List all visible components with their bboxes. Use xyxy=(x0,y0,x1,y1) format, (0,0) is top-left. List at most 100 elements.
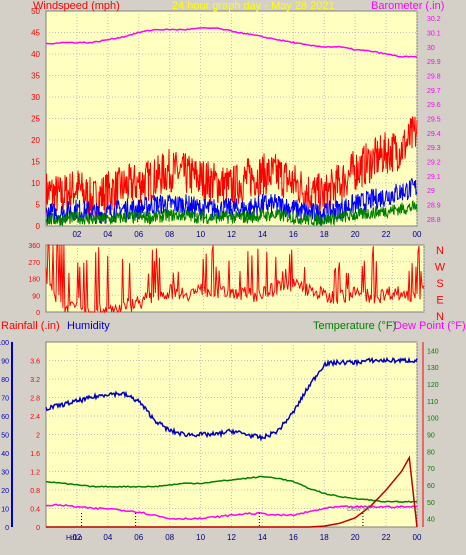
temp-x-tick-label: 16 xyxy=(289,533,298,542)
humidity-tick-label: 70 xyxy=(1,396,9,403)
humidity-tick-label: 90 xyxy=(1,359,9,366)
humidity-series xyxy=(45,356,418,442)
humidity-tick-label: 20 xyxy=(1,488,9,495)
rainfall-tick-label: 3.2 xyxy=(30,377,40,384)
wind-x-tick-label: 06 xyxy=(134,230,143,239)
windspeed-axis-title: Windspeed (mph) xyxy=(33,0,120,12)
rainfall-series xyxy=(46,455,418,528)
temp-x-tick-label: 08 xyxy=(165,533,174,542)
humidity-tick-label: 50 xyxy=(1,433,9,440)
temperature-tick-label: 100 xyxy=(427,416,439,423)
marker-label: Dew Pt xyxy=(347,506,370,513)
windspeed-tick-label: 40 xyxy=(31,50,40,59)
windspeed-tick-label: 15 xyxy=(31,158,40,167)
temperature-tick-label: 110 xyxy=(427,399,438,406)
windspeed-tick-label: 25 xyxy=(31,115,40,124)
wind-x-tick-label: 00 xyxy=(413,230,422,239)
windspeed-tick-label: 20 xyxy=(31,136,40,145)
temperature-tick-label: 50 xyxy=(427,500,435,507)
temperature-tick-label: 70 xyxy=(427,466,435,473)
temperature-tick-label: 140 xyxy=(427,348,439,355)
windspeed-tick-label: 0 xyxy=(36,222,41,231)
rainfall-tick-label: 1.2 xyxy=(30,470,40,477)
wind-x-tick-label: 18 xyxy=(320,230,329,239)
wind-average-series xyxy=(45,200,418,227)
barometer-axis-title: Barometer (.in) xyxy=(371,0,445,12)
temp-x-tick-label: 22 xyxy=(382,533,391,542)
barometer-tick-label: 29.9 xyxy=(427,59,441,66)
temp-x-tick-label: 06 xyxy=(134,533,143,542)
wind-x-tick-label: 12 xyxy=(227,230,236,239)
barometer-tick-label: 29.2 xyxy=(427,160,441,167)
humidity-tick-label: 100 xyxy=(0,340,9,347)
barometer-tick-label: 29.7 xyxy=(427,88,441,95)
rainfall-tick-label: 0 xyxy=(36,525,40,532)
temp-x-tick-label: 18 xyxy=(320,533,329,542)
wind-x-tick-label: 10 xyxy=(196,230,205,239)
rainfall-tick-label: 0.8 xyxy=(30,488,40,495)
wind-gust-series xyxy=(45,116,418,219)
temperature-tick-label: 80 xyxy=(427,449,435,456)
temp-x-tick-label: 14 xyxy=(258,533,267,542)
humidity-tick-label: 40 xyxy=(1,451,9,458)
barometer-tick-label: 30.1 xyxy=(427,31,441,38)
wind-x-tick-label: 02 xyxy=(72,230,81,239)
windspeed-tick-label: 45 xyxy=(31,29,40,38)
humidity-tick-label: 30 xyxy=(1,470,9,477)
rainfall-tick-label: 2.4 xyxy=(30,414,40,421)
rainfall-tick-label: 0.4 xyxy=(30,507,40,514)
barometer-tick-label: 29.3 xyxy=(427,145,441,152)
temperature-tick-label: 60 xyxy=(427,483,435,490)
rainfall-tick-label: 1.6 xyxy=(30,451,40,458)
wind-direction-series xyxy=(45,244,425,314)
barometer-tick-label: 30 xyxy=(427,45,435,52)
graph-title: 24 hour graph day - May 28 2021 xyxy=(172,0,335,12)
dewpoint-series xyxy=(45,503,418,521)
compass-label: W xyxy=(435,262,446,274)
temperature-tick-label: 90 xyxy=(427,433,435,440)
wind-x-tick-label: 22 xyxy=(382,230,391,239)
wind-x-tick-label: 14 xyxy=(258,230,267,239)
wind-x-tick-label: 20 xyxy=(351,230,360,239)
barometer-tick-label: 29.6 xyxy=(427,102,441,109)
wind-x-tick-label: 04 xyxy=(103,230,112,239)
barometer-tick-label: 28.8 xyxy=(427,217,441,224)
direction-tick-label: 180 xyxy=(28,277,40,284)
windspeed-tick-label: 30 xyxy=(31,93,40,102)
humidity-tick-label: 80 xyxy=(1,377,9,384)
rainfall-axis-title: Rainfall (.in) xyxy=(1,320,60,332)
wind-x-tick-label: 16 xyxy=(289,230,298,239)
windspeed-tick-label: 5 xyxy=(36,201,41,210)
temperature-tick-label: 120 xyxy=(427,382,439,389)
humidity-tick-label: 60 xyxy=(1,414,9,421)
barometer-tick-label: 28.9 xyxy=(427,203,441,210)
temperature-tick-label: 40 xyxy=(427,517,435,524)
rainfall-tick-label: 2.8 xyxy=(30,396,40,403)
marker-label: Hi/Lo xyxy=(66,535,82,542)
compass-label: E xyxy=(436,295,443,307)
barometer-tick-label: 29 xyxy=(427,188,435,195)
temperature-axis-title: Temperature (°F) xyxy=(313,320,396,332)
wind-speed-series xyxy=(45,178,418,224)
compass-label: N xyxy=(436,245,444,257)
temp-x-tick-label: 00 xyxy=(413,533,422,542)
windspeed-tick-label: 35 xyxy=(31,72,40,81)
humidity-tick-label: 10 xyxy=(1,507,9,514)
temp-x-tick-label: 10 xyxy=(196,533,205,542)
rainfall-tick-label: 2 xyxy=(36,433,40,440)
temp-x-tick-label: 12 xyxy=(227,533,236,542)
compass-label: N xyxy=(436,311,444,323)
windspeed-tick-label: 50 xyxy=(31,7,40,16)
wind-x-tick-label: 08 xyxy=(165,230,174,239)
direction-tick-label: 90 xyxy=(32,293,40,300)
compass-label: S xyxy=(436,278,443,290)
temp-x-tick-label: 02 xyxy=(72,533,81,542)
barometer-tick-label: 29.5 xyxy=(427,117,441,124)
barometer-series xyxy=(45,26,418,58)
dewpoint-axis-title: Dew Point (°F) xyxy=(394,320,466,332)
humidity-tick-label: 0 xyxy=(5,525,9,532)
barometer-tick-label: 29.1 xyxy=(427,174,441,181)
barometer-tick-label: 29.8 xyxy=(427,74,441,81)
